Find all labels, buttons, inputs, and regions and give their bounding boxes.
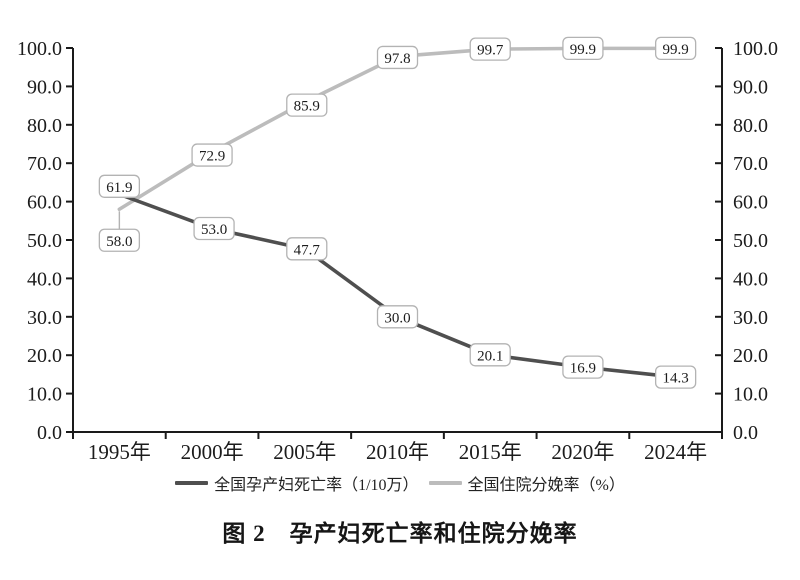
y-axis-tick-label: 0.0 [37, 422, 62, 444]
y-axis-tick-label: 90.0 [27, 76, 62, 98]
y-axis-tick-label: 0.0 [733, 422, 758, 444]
data-label-value: 58.0 [106, 234, 132, 250]
data-label-value: 14.3 [663, 371, 689, 387]
data-label-value: 20.1 [477, 348, 503, 364]
series-line-1 [117, 46, 678, 212]
y-axis-tick-label: 100.0 [733, 38, 778, 60]
y-axis-tick-label: 20.0 [733, 345, 768, 367]
data-label-box [286, 93, 328, 117]
data-label-box [469, 343, 511, 367]
y-axis-tick-label: 40.0 [733, 268, 768, 290]
y-axis-tick-label: 50.0 [733, 230, 768, 252]
y-axis-tick-label: 70.0 [733, 153, 768, 175]
data-label-box [98, 174, 141, 198]
y-axis-tick-label: 30.0 [733, 307, 768, 329]
line-swatch-icon [428, 481, 462, 485]
data-label-box [469, 37, 511, 61]
x-axis-tick-label: 2000年 [181, 440, 244, 464]
data-label-box [286, 237, 328, 261]
data-label-box [376, 305, 419, 329]
y-axis-tick-label: 80.0 [27, 115, 62, 137]
data-label-box [98, 228, 141, 252]
data-label-value: 30.0 [384, 310, 410, 326]
chart-legend: 全国孕产妇死亡率（1/10万） 全国住院分娩率（%） [0, 471, 800, 495]
y-axis-tick-label: 100.0 [17, 38, 62, 60]
y-axis-tick-label: 80.0 [733, 115, 768, 137]
y-axis-tick-label: 50.0 [27, 230, 62, 252]
data-label-value: 85.9 [294, 99, 320, 115]
data-label-value: 53.0 [201, 222, 227, 238]
y-axis-tick-label: 10.0 [733, 384, 768, 406]
legend-item-hospital-delivery: 全国住院分娩率（%） [428, 471, 625, 495]
x-axis-tick-label: 2010年 [366, 440, 429, 464]
data-label-value: 99.9 [663, 42, 689, 58]
y-axis-tick-label: 90.0 [733, 76, 768, 98]
figure-caption: 图 2 孕产妇死亡率和住院分娩率 [222, 521, 578, 546]
legend-label: 全国孕产妇死亡率（1/10万） [214, 477, 419, 494]
data-label-value: 61.9 [106, 180, 132, 196]
x-axis-tick-label: 2024年 [644, 440, 707, 464]
line-swatch-icon [175, 481, 209, 485]
x-axis-tick-label: 2005年 [273, 440, 336, 464]
data-label-value: 97.8 [384, 51, 410, 67]
data-label-box [193, 216, 235, 241]
y-axis-tick-label: 30.0 [27, 307, 62, 329]
data-label-value: 47.7 [294, 242, 321, 258]
legend-label: 全国住院分娩率（%） [467, 477, 625, 494]
x-axis-tick-label: 1995年 [88, 440, 151, 464]
chart-canvas: 0.0 0.0 10.0 10.0 20.0 20.0 30.0 30.0 40.0 40.0 50… [17, 36, 778, 464]
y-axis-tick-label: 20.0 [27, 345, 62, 367]
data-label-box [654, 36, 697, 61]
y-axis-tick-label: 70.0 [27, 153, 62, 175]
data-label-box [562, 36, 604, 61]
data-label-value: 99.9 [570, 42, 596, 58]
data-label-box [654, 365, 697, 389]
data-label-value: 16.9 [570, 361, 596, 377]
data-label-box [562, 355, 604, 379]
data-label-value: 99.7 [477, 43, 504, 59]
data-label-value: 72.9 [199, 149, 225, 165]
y-axis-tick-label: 40.0 [27, 268, 62, 290]
data-label-box [376, 45, 419, 70]
x-axis-tick-label: 2020年 [551, 440, 614, 464]
data-label-box [191, 143, 233, 167]
y-axis-tick-label: 60.0 [27, 192, 62, 214]
x-axis-tick-label: 2015年 [459, 440, 522, 464]
y-axis-tick-label: 60.0 [733, 192, 768, 214]
y-axis-tick-label: 10.0 [27, 384, 62, 406]
legend-item-maternal-mortality: 全国孕产妇死亡率（1/10万） [175, 471, 419, 495]
